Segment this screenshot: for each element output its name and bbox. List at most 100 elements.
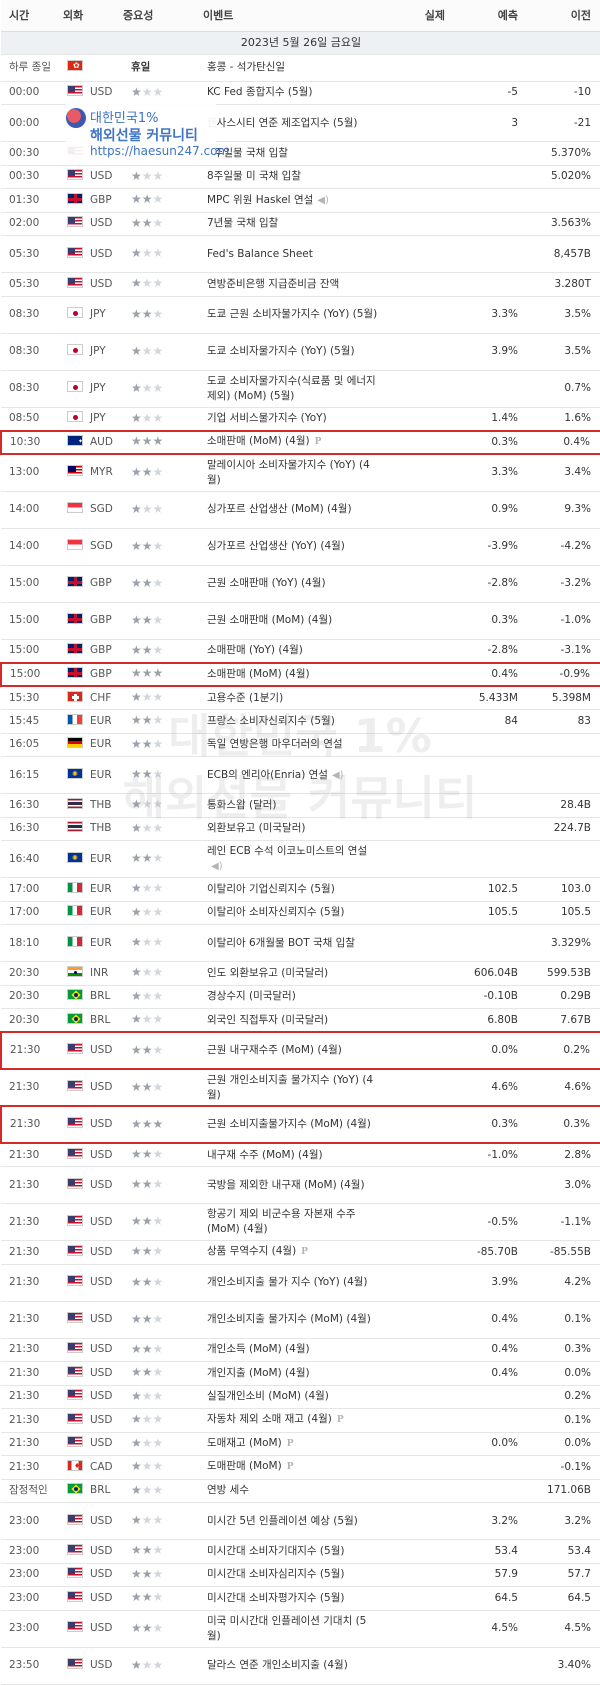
row-event[interactable]: 근원 소매판매 (YoY) (4월) [203,565,383,603]
calendar-row[interactable]: 13:00 MYR ★★★ 말레이시아 소비자물가지수 (YoY) (4월) 3.3% 3… [1,454,600,492]
event-name[interactable]: 통화스왑 (달러) [207,798,277,811]
calendar-row[interactable]: 21:30 USD ★★★ 상품 무역수지 (4월) P -85.70B -85.55B [1,1240,600,1265]
event-name[interactable]: 기업 서비스물가지수 (YoY) [207,412,327,424]
event-name[interactable]: MPC 위원 Haskel 연설 [207,193,314,206]
col-header-actual[interactable]: 실제 [383,0,455,32]
col-header-importance[interactable]: 중요성 [123,0,203,32]
event-name[interactable]: 말레이시아 소비자물가지수 (YoY) (4월) [207,458,370,486]
calendar-row[interactable]: 15:00 GBP ★★★ 소매판매 (MoM) (4월) 0.4% -0.9% [0,661,600,687]
calendar-row[interactable]: 08:30 JPY ★★★ 도쿄 소비자물가지수 (YoY) (5월) 3.9% 3.5% [1,333,600,371]
col-header-forecast[interactable]: 예측 [455,0,528,32]
calendar-row[interactable]: 21:30 USD ★★★ 개인소비지출 물가 지수 (YoY) (4월) 3.9% 4.… [1,1264,600,1302]
calendar-row[interactable]: 00:00 USD ★★★ KC Fed 종합지수 (5월) -5 -10 [1,81,600,105]
calendar-row[interactable]: 14:00 SGD ★★★ 싱가포르 산업생산 (YoY) (4월) -3.9% -4.2… [1,528,600,566]
event-name[interactable]: 근원 내구재수주 (MoM) (4월) [207,1044,342,1056]
col-header-event[interactable]: 이벤트 [203,0,383,32]
row-event[interactable]: 싱가포르 산업생산 (MoM) (4월) [203,491,383,529]
calendar-row[interactable]: 16:40 ✺ EUR ★★★ 레인 ECB 수석 이코노미스트의 연설◀) [1,840,600,878]
row-event[interactable]: 근원 내구재수주 (MoM) (4월) [203,1031,383,1070]
row-event[interactable]: 개인소비지출 물가 지수 (YoY) (4월) [203,1264,383,1302]
event-name[interactable]: 미시간대 소비자평가지수 (5월) [207,1591,345,1604]
row-event[interactable]: 도쿄 근원 소비자물가지수 (YoY) (5월) [203,296,383,334]
row-event[interactable]: 독일 연방은행 마우더러의 연설 [203,733,383,757]
calendar-row[interactable]: 23:00 USD ★★★ 미시간대 소비자기대지수 (5월) 53.4 53.4 [1,1539,600,1564]
event-name[interactable]: 소매판매 (MoM) (4월) [207,435,310,448]
event-name[interactable]: 싱가포르 산업생산 (YoY) (4월) [207,540,345,552]
row-event[interactable]: Fed's Balance Sheet [203,235,383,273]
calendar-row[interactable]: 21:30 USD ★★★ 자동차 제외 소매 재고 (4월) P 0.1% [1,1408,600,1433]
event-name[interactable]: 캔사스시티 연준 제조업지수 (5월) [207,116,358,129]
speech-icon[interactable]: ◀) [211,861,223,872]
row-event[interactable]: 연방 세수 [203,1479,383,1503]
event-name[interactable]: 근원 소비지출물가지수 (MoM) (4월) [207,1118,371,1130]
row-event[interactable]: 인도 외환보유고 (미국달러) [203,961,383,986]
col-header-currency[interactable]: 외화 [63,0,123,32]
calendar-row[interactable]: 20:30 INR ★★★ 인도 외환보유고 (미국달러) 606.04B 599.53B [1,961,600,986]
row-event[interactable]: 도매판매 (MoM) P [203,1455,383,1480]
event-name[interactable]: 근원 소매판매 (YoY) (4월) [207,577,326,589]
row-event[interactable]: 소매판매 (MoM) (4월) P [203,429,383,455]
event-name[interactable]: 소매판매 (YoY) (4월) [207,644,303,656]
event-name[interactable]: 도쿄 소비자물가지수 (YoY) (5월) [207,345,355,357]
calendar-row[interactable]: 16:15 ✺ EUR ★★★ ECB의 엔리아(Enria) 연설 ◀) [1,756,600,794]
row-event[interactable]: 고용수준 (1분기) [203,686,383,710]
event-name[interactable]: 이탈리아 기업신뢰지수 (5월) [207,882,335,895]
calendar-row[interactable]: 21:30 USD ★★★ 국방을 제외한 내구재 (MoM) (4월) 3.0% [1,1166,600,1204]
row-event[interactable]: 레인 ECB 수석 이코노미스트의 연설 ◀) [203,840,383,878]
preliminary-icon[interactable]: P [286,1462,294,1473]
calendar-row[interactable]: 20:30 BRL ★★★ 경상수지 (미국달러) -0.10B 0.29B [1,985,600,1009]
event-name[interactable]: 미국 미시간대 인플레이션 기대치 (5월) [207,1614,367,1642]
row-event[interactable]: KC Fed 종합지수 (5월) [203,81,383,105]
calendar-row[interactable]: 15:00 GBP ★★★ 근원 소매판매 (MoM) (4월) 0.3% -1.0% [1,602,600,640]
event-name[interactable]: 내구재 수주 (MoM) (4월) [207,1148,323,1161]
event-name[interactable]: 소매판매 (MoM) (4월) [207,667,310,680]
calendar-row[interactable]: 21:30 USD ★★★ 항공기 제외 비군수용 자본재 수주 (MoM) (4월)… [1,1203,600,1241]
preliminary-icon[interactable]: P [314,437,322,448]
calendar-row[interactable]: 20:30 BRL ★★★ 외국인 직접투자 (미국달러) 6.80B 7.67B [1,1008,600,1033]
calendar-row[interactable]: 00:30 USD ★★★ 8주일물 미 국채 입찰 5.020% [1,165,600,189]
row-event[interactable]: MPC 위원 Haskel 연설 ◀) [203,188,383,213]
row-event[interactable]: 상품 무역수지 (4월) P [203,1240,383,1265]
event-name[interactable]: 실질개인소비 (MoM) (4월) [207,1390,329,1403]
event-name[interactable]: KC Fed 종합지수 (5월) [207,86,313,99]
event-name[interactable]: 레인 ECB 수석 이코노미스트의 연설 [207,845,368,857]
calendar-row[interactable]: 02:00 USD ★★★ 7년물 국채 입찰 3.563% [1,212,600,236]
row-event[interactable]: 캔사스시티 연준 제조업지수 (5월) [203,104,383,142]
row-event[interactable]: 근원 개인소비지출 물가지수 (YoY) (4월) [203,1069,383,1107]
event-name[interactable]: 연방준비은행 지급준비금 잔액 [207,277,340,290]
row-event[interactable]: 항공기 제외 비군수용 자본재 수주 (MoM) (4월) [203,1203,383,1241]
row-event[interactable]: 이탈리아 6개월물 BOT 국채 입찰 [203,924,383,962]
calendar-row[interactable]: 잠정적인 BRL ★★★ 연방 세수 171.06B [1,1479,600,1503]
preliminary-icon[interactable]: P [301,1247,308,1258]
calendar-row[interactable]: 05:30 USD ★★★ 연방준비은행 지급준비금 잔액 3.280T [1,272,600,297]
row-event[interactable]: 개인소득 (MoM) (4월) [203,1338,383,1362]
calendar-row[interactable]: 21:30 USD ★★★ 근원 소비지출물가지수 (MoM) (4월) 0.3% 0.3… [0,1105,600,1144]
calendar-row[interactable]: 21:30 USD ★★★ 도매재고 (MoM) P 0.0% 0.0% [1,1432,600,1456]
calendar-row[interactable]: 15:00 GBP ★★★ 소매판매 (YoY) (4월) -2.8% -3.1% [1,639,600,663]
row-event[interactable]: 통화스왑 (달러) [203,793,383,818]
preliminary-icon[interactable]: P [286,1438,294,1449]
event-name[interactable]: 항공기 제외 비군수용 자본재 수주 (MoM) (4월) [207,1208,356,1235]
row-event[interactable]: 경상수지 (미국달러) [203,985,383,1009]
row-event[interactable]: 기업 서비스물가지수 (YoY) [203,407,383,431]
calendar-row[interactable]: 16:30 THB ★★★ 외환보유고 (미국달러) 224.7B [1,817,600,841]
row-event[interactable]: 개인소비지출 물가지수 (MoM) (4월) [203,1301,383,1339]
row-event[interactable]: 이탈리아 기업신뢰지수 (5월) [203,877,383,902]
row-event[interactable]: 도쿄 소비자물가지수 (YoY) (5월) [203,333,383,371]
calendar-row[interactable]: 21:30 USD ★★★ 개인소비지출 물가지수 (MoM) (4월) 0.4% 0.1… [1,1301,600,1339]
row-event[interactable]: 미시간대 소비자기대지수 (5월) [203,1539,383,1564]
event-name[interactable]: 근원 소매판매 (MoM) (4월) [207,614,333,626]
calendar-row[interactable]: 14:00 SGD ★★★ 싱가포르 산업생산 (MoM) (4월) 0.9% 9.3% [1,491,600,529]
event-name[interactable]: 국방을 제외한 내구재 (MoM) (4월) [207,1178,365,1191]
event-name[interactable]: 독일 연방은행 마우더러의 연설 [207,738,343,751]
col-header-previous[interactable]: 이전 [528,0,600,32]
event-name[interactable]: 자동차 제외 소매 재고 (4월) [207,1413,332,1426]
row-event[interactable]: 소매판매 (YoY) (4월) [203,639,383,663]
event-name[interactable]: 경상수지 (미국달러) [207,990,296,1003]
event-name[interactable]: 인도 외환보유고 (미국달러) [207,966,329,979]
speech-icon[interactable]: ◀) [317,194,329,206]
event-name[interactable]: 외환보유고 (미국달러) [207,822,306,835]
col-header-time[interactable]: 시간 [1,0,63,32]
event-name[interactable]: Fed's Balance Sheet [207,247,313,260]
calendar-row[interactable]: 17:00 EUR ★★★ 이탈리아 소비자신뢰지수 (5월) 105.5 105.5 [1,901,600,925]
